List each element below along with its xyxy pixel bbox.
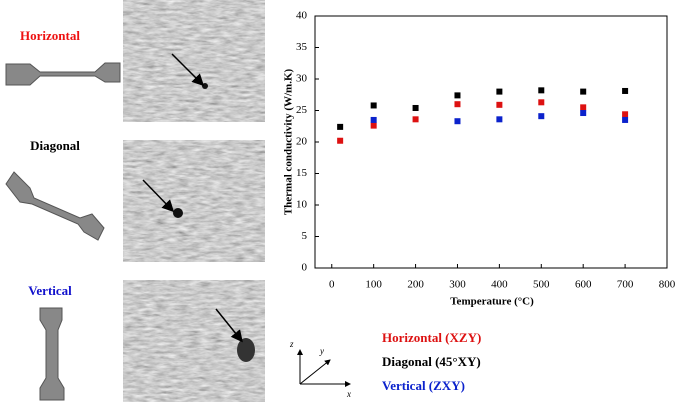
arrow [215,308,243,343]
pore [173,208,183,218]
legend-entry: Horizontal (XZY) [382,330,481,345]
y-tick-label: 40 [296,10,308,22]
micrograph [123,140,265,262]
x-tick-label: 700 [617,279,634,291]
point [622,111,629,118]
y-tick-label: 10 [296,199,308,211]
point [454,92,461,99]
specimen-diagonal [5,171,105,241]
y-tick-label: 30 [296,73,308,85]
x-tick-label: 300 [449,279,466,291]
y-tick-label: 15 [296,167,308,179]
point [454,101,461,108]
point [370,102,377,109]
arrow [171,53,205,87]
point [580,104,587,111]
point [496,116,503,123]
axis-arrow [299,359,331,385]
point [580,110,587,117]
point [538,99,545,106]
point [580,88,587,95]
panel-label: Vertical [28,283,72,298]
panel-label: Diagonal [30,138,80,153]
point [496,101,503,108]
micrograph [123,0,265,122]
x-tick-label: 100 [365,279,382,291]
point [454,118,461,125]
y-tick-label: 35 [296,41,308,53]
x-axis-label: Temperature (°C) [450,296,534,308]
point [496,88,503,95]
x-tick-label: 600 [575,279,592,291]
point [538,87,545,94]
point [622,87,629,94]
axis-letter: y [319,346,324,356]
y-tick-label: 20 [296,136,308,148]
legend-entry: Vertical (ZXY) [382,378,465,393]
point [412,116,419,123]
point [538,113,545,120]
plot-frame [314,15,668,269]
panel-label: Horizontal [20,28,80,43]
legend-entry: Diagonal (45°XY) [382,354,481,369]
axis-letter: x [346,389,351,399]
x-tick-label: 200 [407,279,424,291]
chart: Temperature (°C) Thermal conductivity (W… [283,10,676,308]
specimen-horizontal [5,62,121,86]
pore [237,338,255,362]
y-axis-label: Thermal conductivity (W/m.K) [283,68,295,215]
point [337,123,344,130]
point [370,122,377,129]
x-tick-label: 0 [329,279,335,291]
y-tick-label: 5 [302,230,308,242]
x-tick-label: 400 [491,279,508,291]
axis-letter: z [289,339,294,349]
point [412,104,419,111]
y-tick-label: 0 [302,262,308,274]
pore [202,83,208,89]
y-tick-label: 25 [296,104,308,116]
point [370,116,377,123]
arrow [142,179,175,213]
x-tick-label: 800 [659,279,676,291]
x-tick-label: 500 [533,279,550,291]
point [337,137,344,144]
specimen-vertical [39,307,65,401]
point [622,116,629,123]
